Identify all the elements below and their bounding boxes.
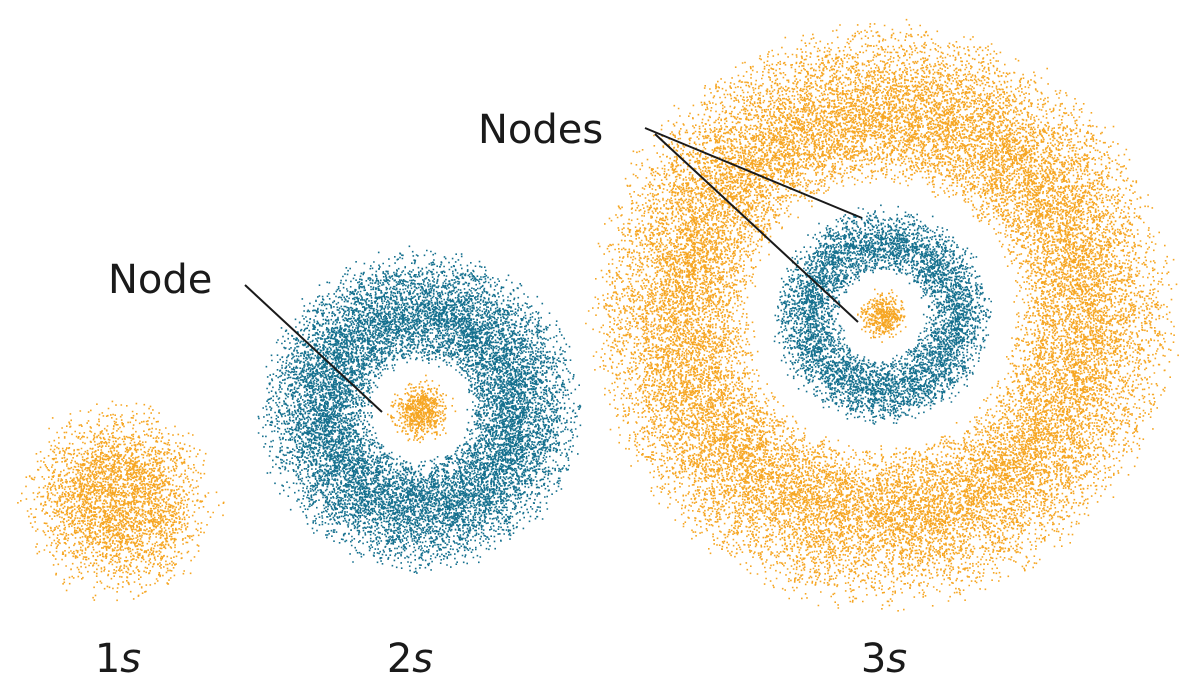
dot-cloud (17, 401, 224, 601)
orbital-label: 3s (861, 636, 907, 682)
orbital-label: 2s (387, 636, 433, 682)
node-label: Node (108, 257, 212, 303)
dot-cloud (857, 289, 907, 343)
orbital-letter: s (412, 636, 433, 682)
orbital-number: 1 (95, 636, 120, 682)
orbital-label: 1s (95, 636, 141, 682)
dot-cloud (258, 246, 582, 574)
orbital-diagram: Node Nodes 1s 2s 3s (0, 0, 1188, 683)
orbital-letter: s (886, 636, 907, 682)
nodes-label: Nodes (478, 107, 603, 153)
orbital-number: 2 (387, 636, 412, 682)
dot-cloud (387, 375, 456, 444)
orbital-number: 3 (861, 636, 886, 682)
orbital-letter: s (120, 636, 141, 682)
